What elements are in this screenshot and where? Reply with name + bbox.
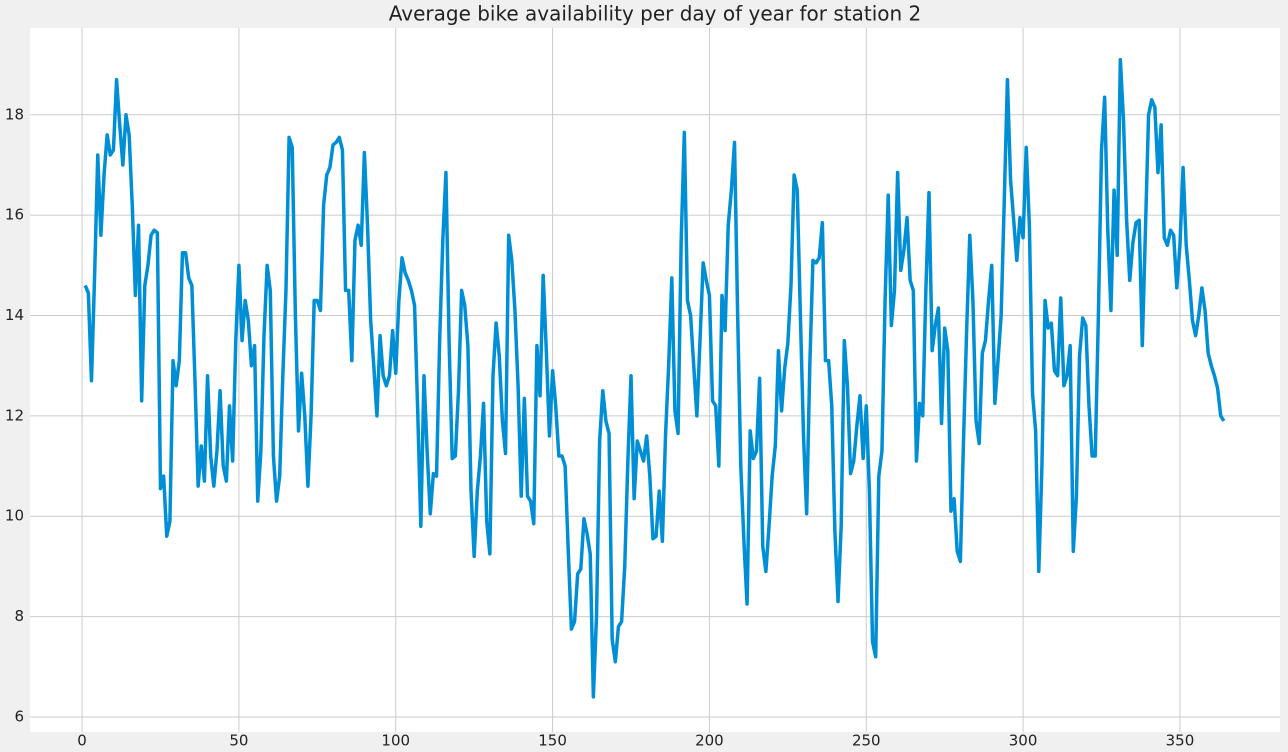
- y-tick-label: 10: [5, 507, 24, 525]
- y-tick-label: 6: [14, 707, 24, 725]
- x-tick-label: 50: [229, 732, 248, 750]
- data-line: [83, 57, 1226, 699]
- plot-area: [30, 28, 1280, 732]
- y-tick-label: 14: [5, 306, 24, 324]
- x-tick-label: 150: [538, 732, 567, 750]
- x-tick-label: 250: [852, 732, 881, 750]
- y-tick-label: 8: [14, 607, 24, 625]
- x-tick-label: 300: [1009, 732, 1038, 750]
- y-tick-label: 18: [5, 105, 24, 123]
- x-tick-label: 200: [695, 732, 724, 750]
- y-tick-label: 16: [5, 206, 24, 224]
- x-tick-label: 350: [1166, 732, 1195, 750]
- chart-title: Average bike availability per day of yea…: [389, 2, 922, 26]
- x-tick-label: 100: [381, 732, 410, 750]
- y-tick-label: 12: [5, 406, 24, 424]
- x-tick-label: 0: [77, 732, 87, 750]
